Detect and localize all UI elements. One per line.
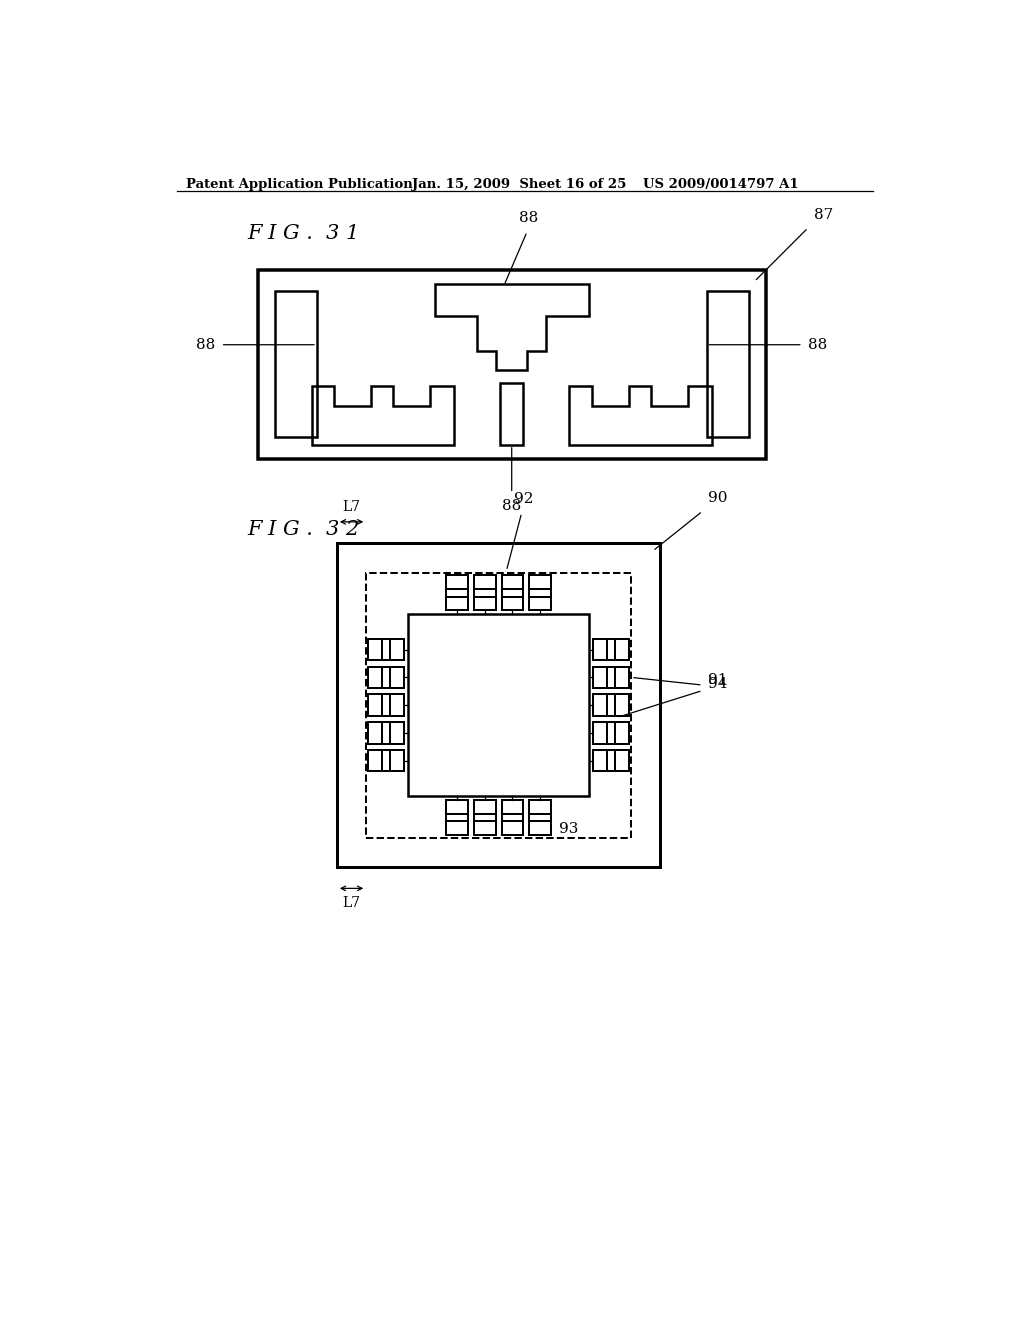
- Bar: [529, 813, 551, 836]
- Bar: [529, 800, 551, 821]
- Bar: [382, 750, 403, 771]
- Text: 88: 88: [502, 499, 521, 512]
- Text: 88: 88: [196, 338, 215, 351]
- Bar: [607, 750, 629, 771]
- Bar: [446, 576, 468, 597]
- Bar: [529, 576, 551, 597]
- Text: 87: 87: [813, 209, 833, 222]
- Bar: [446, 800, 468, 821]
- Bar: [474, 576, 496, 597]
- Bar: [529, 589, 551, 610]
- Bar: [408, 614, 590, 796]
- Text: 88: 88: [808, 338, 827, 351]
- Bar: [367, 573, 631, 838]
- Bar: [474, 589, 496, 610]
- Bar: [369, 694, 390, 715]
- Bar: [593, 639, 614, 660]
- Bar: [382, 639, 403, 660]
- Bar: [446, 589, 468, 610]
- Text: Jan. 15, 2009  Sheet 16 of 25: Jan. 15, 2009 Sheet 16 of 25: [412, 178, 626, 190]
- Bar: [382, 667, 403, 688]
- Bar: [502, 800, 523, 821]
- Bar: [607, 639, 629, 660]
- Bar: [593, 667, 614, 688]
- Bar: [369, 667, 390, 688]
- Bar: [369, 750, 390, 771]
- Bar: [369, 639, 390, 660]
- Bar: [258, 271, 766, 459]
- Bar: [593, 722, 614, 743]
- Text: US 2009/0014797 A1: US 2009/0014797 A1: [643, 178, 799, 190]
- Text: 91: 91: [708, 673, 728, 686]
- Text: 90: 90: [708, 491, 728, 506]
- Bar: [369, 722, 390, 743]
- Bar: [474, 813, 496, 836]
- Bar: [446, 813, 468, 836]
- Text: F I G .  3 2: F I G . 3 2: [248, 520, 359, 540]
- Text: L7: L7: [342, 500, 360, 515]
- Text: 94: 94: [708, 677, 728, 690]
- Bar: [474, 800, 496, 821]
- Bar: [593, 694, 614, 715]
- Bar: [502, 813, 523, 836]
- Text: 93: 93: [559, 822, 579, 836]
- Bar: [607, 667, 629, 688]
- Bar: [593, 750, 614, 771]
- Bar: [382, 722, 403, 743]
- Text: 92: 92: [513, 492, 534, 507]
- Text: F I G .  3 1: F I G . 3 1: [248, 224, 359, 243]
- Bar: [502, 576, 523, 597]
- Bar: [502, 589, 523, 610]
- Bar: [607, 722, 629, 743]
- Text: L7: L7: [342, 896, 360, 909]
- Text: Patent Application Publication: Patent Application Publication: [186, 178, 413, 190]
- Text: 88: 88: [519, 211, 539, 226]
- Bar: [274, 290, 316, 437]
- Bar: [707, 290, 749, 437]
- Bar: [337, 544, 660, 867]
- Bar: [500, 383, 523, 445]
- Bar: [382, 694, 403, 715]
- Bar: [607, 694, 629, 715]
